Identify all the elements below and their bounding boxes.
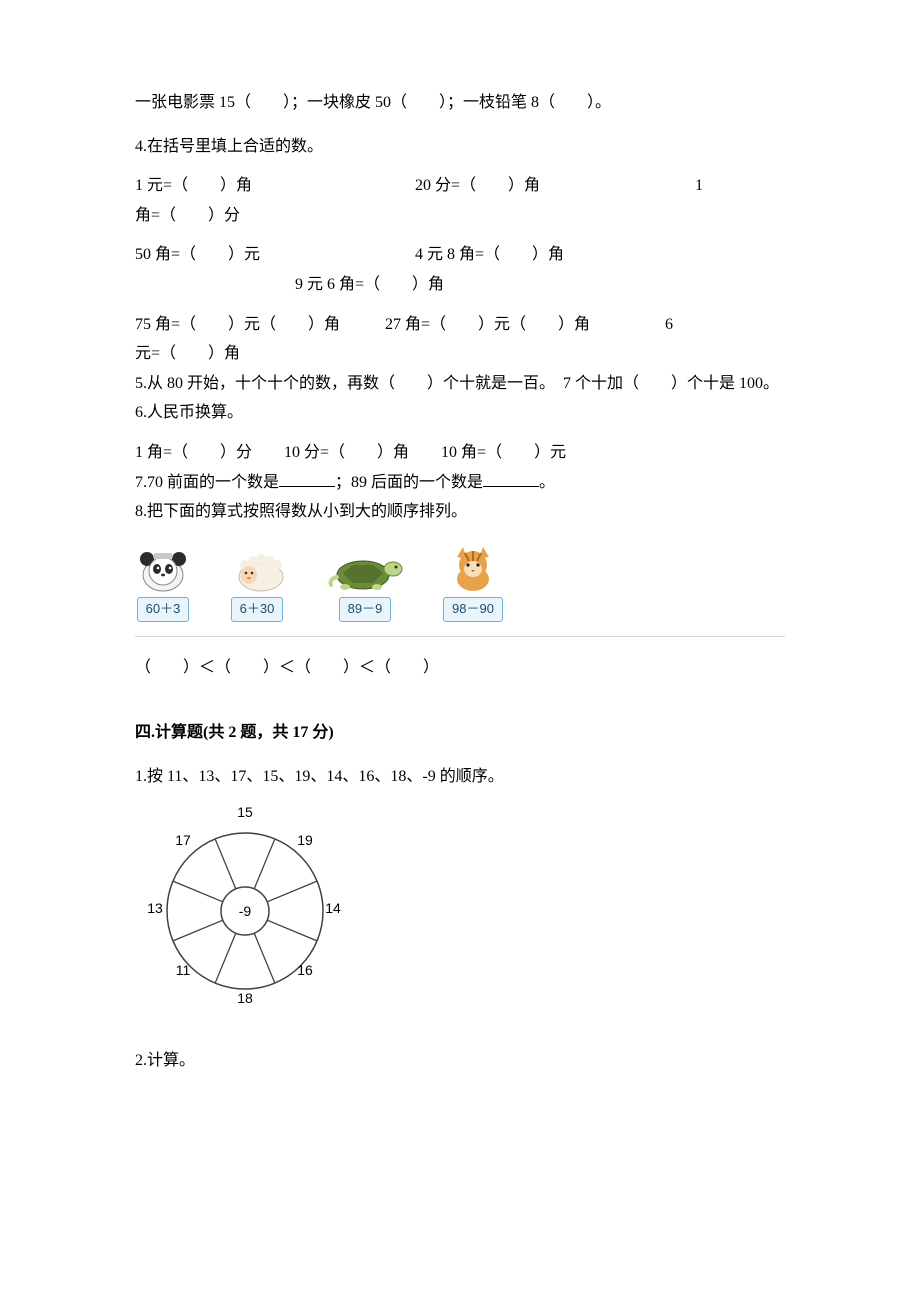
- q4-row: 角=（ ）分: [135, 203, 785, 229]
- q4-body: 1 元=（ ）角 20 分=（ ）角 1 角=（ ）分 50 角=（ ）元 4 …: [135, 173, 785, 367]
- turtle-icon: [323, 549, 407, 593]
- q4-row: 75 角=（ ）元（ ）角 27 角=（ ）元（ ）角 6: [135, 312, 785, 338]
- q6-title: 6.人民币换算。: [135, 400, 785, 426]
- q5-text: 5.从 80 开始，十个十个的数，再数（ ）个十就是一百。 7 个十加（ ）个十…: [135, 371, 785, 397]
- panda-icon: [135, 545, 191, 593]
- card-panda: 60＋3: [135, 545, 191, 622]
- cat-icon: [447, 543, 499, 593]
- card-sheep: 6＋30: [227, 547, 287, 622]
- svg-text:-9: -9: [239, 903, 252, 919]
- q3-text: 一张电影票 15（ ）；一块橡皮 50（ ）；一枝铅笔 8（ ）。: [135, 90, 785, 116]
- page-body: 一张电影票 15（ ）；一块橡皮 50（ ）；一枝铅笔 8（ ）。 4.在括号里…: [0, 0, 920, 1137]
- q4-cell: 1: [695, 173, 703, 199]
- svg-text:13: 13: [147, 900, 163, 916]
- s4-q1-text: 1.按 11、13、17、15、19、14、16、18、-9 的顺序。: [135, 764, 785, 790]
- svg-text:19: 19: [297, 832, 313, 848]
- q7-part: ；89 后面的一个数是: [335, 474, 483, 491]
- q8-cards: 60＋3 6＋30 89－9: [135, 543, 785, 622]
- q4-cell: 27 角=（ ）元（ ）角: [385, 312, 665, 338]
- q8-title: 8.把下面的算式按照得数从小到大的顺序排列。: [135, 499, 785, 525]
- q4-cell: 1 元=（ ）角: [135, 173, 415, 199]
- s4-q2-text: 2.计算。: [135, 1048, 785, 1074]
- expr-box: 89－9: [339, 597, 392, 622]
- expr-box: 6＋30: [231, 597, 284, 622]
- q4-row: 50 角=（ ）元 4 元 8 角=（ ）角: [135, 242, 785, 268]
- blank-underline: [279, 471, 335, 487]
- q6-row: 1 角=（ ）分 10 分=（ ）角 10 角=（ ）元: [135, 440, 785, 466]
- q4-cell: 6: [665, 312, 673, 338]
- card-cat: 98－90: [443, 543, 503, 622]
- divider: [135, 636, 785, 637]
- wheel-svg: -9 15 19 14 16 18 11 13 17: [135, 803, 355, 1019]
- q4-cell: 角=（ ）分: [135, 207, 240, 224]
- card-turtle: 89－9: [323, 549, 407, 622]
- blank-underline: [483, 471, 539, 487]
- q4-row: 9 元 6 角=（ ）角: [135, 272, 785, 298]
- sheep-icon: [227, 547, 287, 593]
- section4-title: 四.计算题(共 2 题，共 17 分): [135, 720, 785, 746]
- q4-title: 4.在括号里填上合适的数。: [135, 134, 785, 160]
- q7-text: 7.70 前面的一个数是 ；89 后面的一个数是 。: [135, 470, 785, 496]
- svg-text:15: 15: [237, 804, 253, 820]
- svg-text:16: 16: [297, 962, 313, 978]
- q7-part: 。: [539, 474, 555, 491]
- q4-row: 1 元=（ ）角 20 分=（ ）角 1: [135, 173, 785, 199]
- svg-text:18: 18: [237, 990, 253, 1006]
- q4-cell: 元=（ ）角: [135, 345, 240, 362]
- svg-text:14: 14: [325, 900, 341, 916]
- q4-cell: 20 分=（ ）角: [415, 173, 695, 199]
- svg-text:17: 17: [175, 832, 191, 848]
- q7-part: 7.70 前面的一个数是: [135, 474, 279, 491]
- q8-answer: （ ）＜（ ）＜（ ）＜（ ）: [135, 655, 785, 681]
- expr-box: 98－90: [443, 597, 503, 622]
- q4-cell: 75 角=（ ）元（ ）角: [135, 312, 385, 338]
- expr-box: 60＋3: [137, 597, 190, 622]
- q4-row: 元=（ ）角: [135, 341, 785, 367]
- svg-text:11: 11: [176, 962, 191, 978]
- q4-cell: 50 角=（ ）元: [135, 242, 415, 268]
- q4-cell: 9 元 6 角=（ ）角: [295, 276, 444, 293]
- q4-cell: 4 元 8 角=（ ）角: [415, 242, 564, 268]
- wheel-diagram: -9 15 19 14 16 18 11 13 17: [135, 803, 785, 1028]
